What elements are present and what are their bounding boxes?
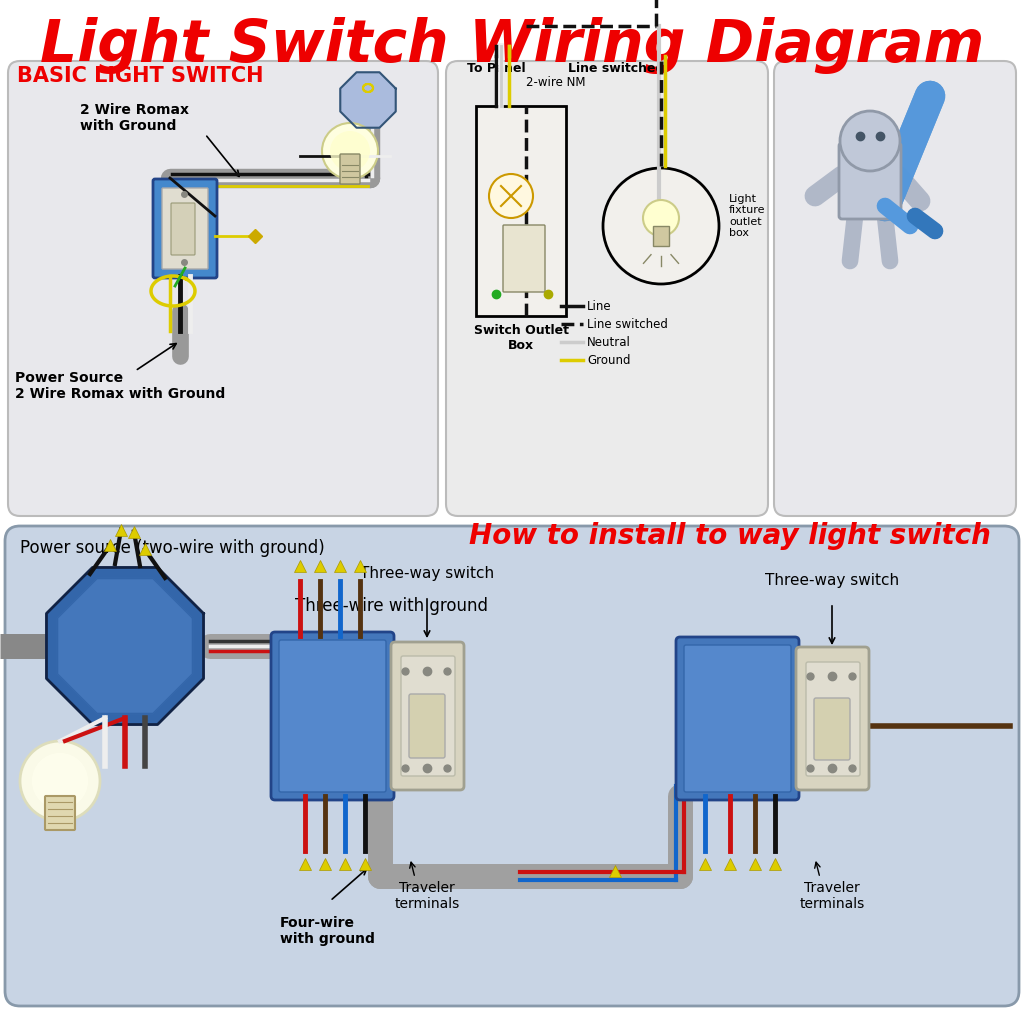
Circle shape — [322, 123, 378, 179]
FancyBboxPatch shape — [814, 698, 850, 760]
Text: Three-way switch: Three-way switch — [765, 573, 899, 588]
Circle shape — [840, 111, 900, 171]
Circle shape — [32, 753, 88, 809]
FancyBboxPatch shape — [8, 61, 438, 516]
FancyBboxPatch shape — [806, 662, 860, 776]
FancyBboxPatch shape — [446, 61, 768, 516]
Text: Line switched: Line switched — [568, 62, 665, 74]
Text: Neutral: Neutral — [587, 335, 631, 348]
Text: Four-wire
with ground: Four-wire with ground — [280, 915, 375, 946]
FancyBboxPatch shape — [162, 188, 208, 269]
FancyBboxPatch shape — [45, 796, 75, 830]
Text: Ground: Ground — [587, 354, 631, 367]
FancyBboxPatch shape — [171, 203, 195, 255]
Text: Light Switch Wiring Diagram: Light Switch Wiring Diagram — [40, 16, 984, 73]
Text: 2 Wire Romax
with Ground: 2 Wire Romax with Ground — [80, 103, 189, 133]
FancyBboxPatch shape — [5, 526, 1019, 1006]
Text: Switch Outlet
Box: Switch Outlet Box — [473, 324, 568, 352]
Circle shape — [330, 131, 370, 171]
Circle shape — [643, 200, 679, 236]
FancyBboxPatch shape — [684, 645, 791, 792]
FancyBboxPatch shape — [271, 632, 394, 800]
Text: Line switched: Line switched — [587, 317, 668, 330]
Polygon shape — [340, 72, 395, 128]
FancyBboxPatch shape — [676, 637, 799, 800]
FancyBboxPatch shape — [401, 656, 455, 776]
Circle shape — [603, 168, 719, 284]
Text: Traveler
terminals: Traveler terminals — [394, 881, 460, 911]
Bar — [476, 106, 566, 316]
Circle shape — [489, 174, 534, 218]
Text: Three-wire with ground: Three-wire with ground — [295, 597, 488, 615]
Text: Power source (two-wire with ground): Power source (two-wire with ground) — [20, 539, 325, 557]
FancyBboxPatch shape — [796, 647, 869, 790]
Circle shape — [20, 741, 100, 821]
Text: Traveler
terminals: Traveler terminals — [800, 881, 864, 911]
Bar — [653, 226, 669, 246]
Text: Light
fixture
outlet
box: Light fixture outlet box — [729, 194, 766, 239]
Text: How to install to way light switch: How to install to way light switch — [469, 522, 991, 550]
Text: Power Source
2 Wire Romax with Ground: Power Source 2 Wire Romax with Ground — [15, 371, 225, 401]
Text: 2-wire NM: 2-wire NM — [526, 76, 586, 89]
Bar — [511, 239, 534, 284]
FancyBboxPatch shape — [774, 61, 1016, 516]
FancyBboxPatch shape — [503, 225, 545, 292]
FancyBboxPatch shape — [409, 694, 445, 758]
Text: Line: Line — [587, 300, 611, 313]
FancyBboxPatch shape — [279, 640, 386, 792]
Text: BASIC LIGHT SWITCH: BASIC LIGHT SWITCH — [16, 66, 263, 86]
FancyBboxPatch shape — [153, 179, 217, 278]
FancyBboxPatch shape — [391, 642, 464, 790]
Text: To Panel: To Panel — [467, 62, 525, 74]
Polygon shape — [46, 568, 204, 724]
FancyBboxPatch shape — [839, 143, 901, 219]
Polygon shape — [57, 578, 193, 713]
FancyBboxPatch shape — [340, 154, 360, 184]
Text: Three-way switch: Three-way switch — [360, 566, 494, 581]
